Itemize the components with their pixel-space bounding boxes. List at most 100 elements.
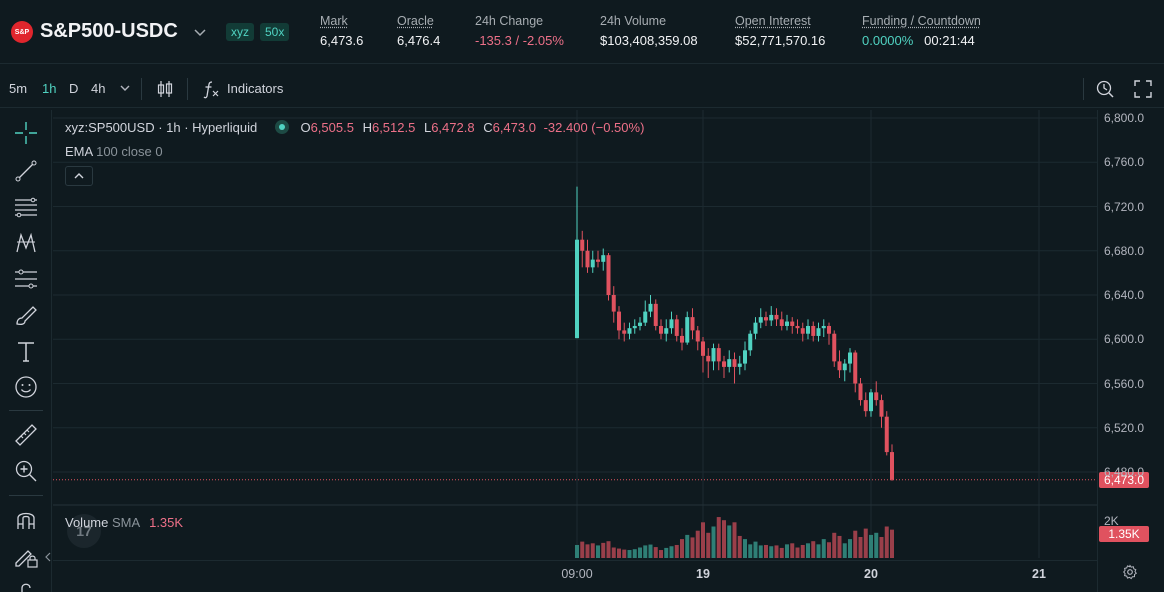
candle-body <box>606 255 611 295</box>
funding-countdown: 00:21:44 <box>924 33 975 48</box>
oracle-stat: Oracle 6,476.4 <box>397 14 441 48</box>
volume-legend[interactable]: Volume SMA 1.35K <box>65 515 184 530</box>
time-axis[interactable]: 09:0019202122 <box>53 560 1097 592</box>
price-tick-label: 6,520.0 <box>1104 420 1145 435</box>
candle-body <box>690 317 695 331</box>
price-chart[interactable] <box>53 110 1097 560</box>
change-value: -32.400 (−0.50%) <box>543 120 645 135</box>
volume-bar <box>590 543 595 558</box>
volume-bar <box>627 550 632 558</box>
price-tick-label: 6,720.0 <box>1104 199 1145 214</box>
volume-bar <box>695 530 700 558</box>
volume-bar <box>858 537 863 558</box>
volume-bar <box>795 547 800 558</box>
volume-bar <box>779 547 784 558</box>
candle-body <box>779 319 784 326</box>
volume-bar <box>737 535 742 558</box>
candle-body <box>858 383 863 401</box>
timeframe-4h[interactable]: 4h <box>91 81 106 96</box>
volume-bar <box>716 517 721 558</box>
candle-body <box>890 452 894 480</box>
pair-selector[interactable]: S&P500-USDC <box>40 20 178 42</box>
fx-icon[interactable] <box>201 79 221 99</box>
brush-icon[interactable] <box>13 302 39 328</box>
candle-body <box>853 352 858 384</box>
tools-divider <box>9 410 43 411</box>
volume-bar <box>874 532 879 558</box>
open-value: 6,505.5 <box>310 120 354 135</box>
candle-body <box>596 259 600 262</box>
candle-body <box>674 319 679 336</box>
volume-bar <box>585 544 590 558</box>
fullscreen-icon[interactable] <box>1133 79 1153 99</box>
volume-bar <box>853 530 858 558</box>
settings-gear-icon[interactable] <box>1122 564 1138 580</box>
clock-zoom-icon[interactable] <box>1095 79 1115 99</box>
time-tick-label: 09:00 <box>561 567 593 581</box>
candle-body <box>806 325 810 334</box>
last-price-tag: 6,473.0 <box>1099 471 1149 488</box>
volume-bar <box>821 539 826 558</box>
fib-icon[interactable] <box>13 266 39 292</box>
volume-stat: 24h Volume $103,408,359.08 <box>600 14 698 48</box>
volume-bar <box>879 537 884 558</box>
volume-bar <box>664 547 669 558</box>
magnet-icon[interactable] <box>13 507 39 533</box>
horizontal-lines-icon[interactable] <box>13 194 39 220</box>
candle-body <box>816 328 821 336</box>
drawing-toolbar <box>0 110 52 592</box>
volume-bar <box>622 549 627 558</box>
volume-bar <box>690 537 695 558</box>
volume-bar <box>632 549 637 558</box>
volume-bar <box>753 541 758 558</box>
candle-body <box>827 325 831 334</box>
candle-body <box>842 363 847 371</box>
tools-divider <box>9 495 43 496</box>
ohlc-legend: xyz:SP500USD · 1h · Hyperliquid O6,505.5… <box>65 120 645 135</box>
pattern-icon[interactable] <box>13 230 39 256</box>
candle-body <box>627 328 632 334</box>
price-tick-label: 6,640.0 <box>1104 288 1145 302</box>
timeframe-d[interactable]: D <box>69 81 79 96</box>
chevron-down-icon[interactable] <box>118 81 132 95</box>
ruler-icon[interactable] <box>13 422 39 448</box>
funding-rate: 0.0000% <box>862 33 914 48</box>
crosshair-icon[interactable] <box>13 120 39 146</box>
text-icon[interactable] <box>13 338 39 364</box>
candle-body <box>575 239 579 339</box>
expand-arrow-icon[interactable] <box>44 552 52 562</box>
volume-value-tag: 1.35K <box>1099 526 1149 542</box>
lock-pencil-icon[interactable] <box>13 543 39 569</box>
candle-body <box>848 352 852 364</box>
candles-icon[interactable] <box>155 79 175 99</box>
candle-body <box>863 400 868 412</box>
volume-bar <box>869 534 873 558</box>
candle-body <box>680 335 684 343</box>
candle-body <box>585 250 590 268</box>
candle-body <box>711 348 716 362</box>
indicators-button[interactable]: Indicators <box>227 81 284 96</box>
chevron-down-icon[interactable] <box>192 24 208 40</box>
candle-body <box>701 341 705 356</box>
candle-body <box>706 355 711 362</box>
volume-bar <box>680 539 684 558</box>
trend-line-icon[interactable] <box>13 158 39 184</box>
emoji-icon[interactable] <box>13 374 39 400</box>
candle-body <box>748 333 753 351</box>
volume-bar <box>842 543 847 558</box>
market-open-dot-icon <box>274 120 289 134</box>
collapse-legend-button[interactable] <box>65 166 93 186</box>
zoom-in-icon[interactable] <box>13 458 39 484</box>
volume-bar <box>706 532 711 558</box>
timeframe-5m[interactable]: 5m <box>9 81 28 96</box>
price-tick-label: 6,560.0 <box>1104 376 1145 391</box>
ema-legend[interactable]: EMA 100 close 0 <box>65 144 163 159</box>
tradingview-logo-icon[interactable]: 17 <box>67 514 101 548</box>
lock-icon[interactable] <box>13 580 39 592</box>
candle-body <box>832 333 837 362</box>
timeframe-1h[interactable]: 1h <box>42 81 57 96</box>
candle-body <box>785 321 789 326</box>
price-axis[interactable]: 6,473.0 2K 1.35K 6,800.0 6,760.0 6,720.0 6,… <box>1097 110 1164 592</box>
sp500-logo-icon: S&P <box>11 21 33 43</box>
funding-stat: Funding / Countdown 0.0000% 00:21:44 <box>862 14 981 48</box>
